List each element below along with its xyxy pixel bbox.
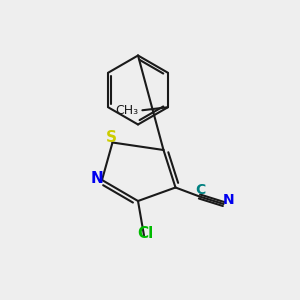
Text: S: S bbox=[106, 130, 116, 145]
Text: CH₃: CH₃ bbox=[115, 104, 138, 117]
Text: C: C bbox=[195, 183, 206, 197]
Text: N: N bbox=[223, 193, 234, 206]
Text: N: N bbox=[90, 171, 103, 186]
Text: Cl: Cl bbox=[137, 226, 154, 242]
